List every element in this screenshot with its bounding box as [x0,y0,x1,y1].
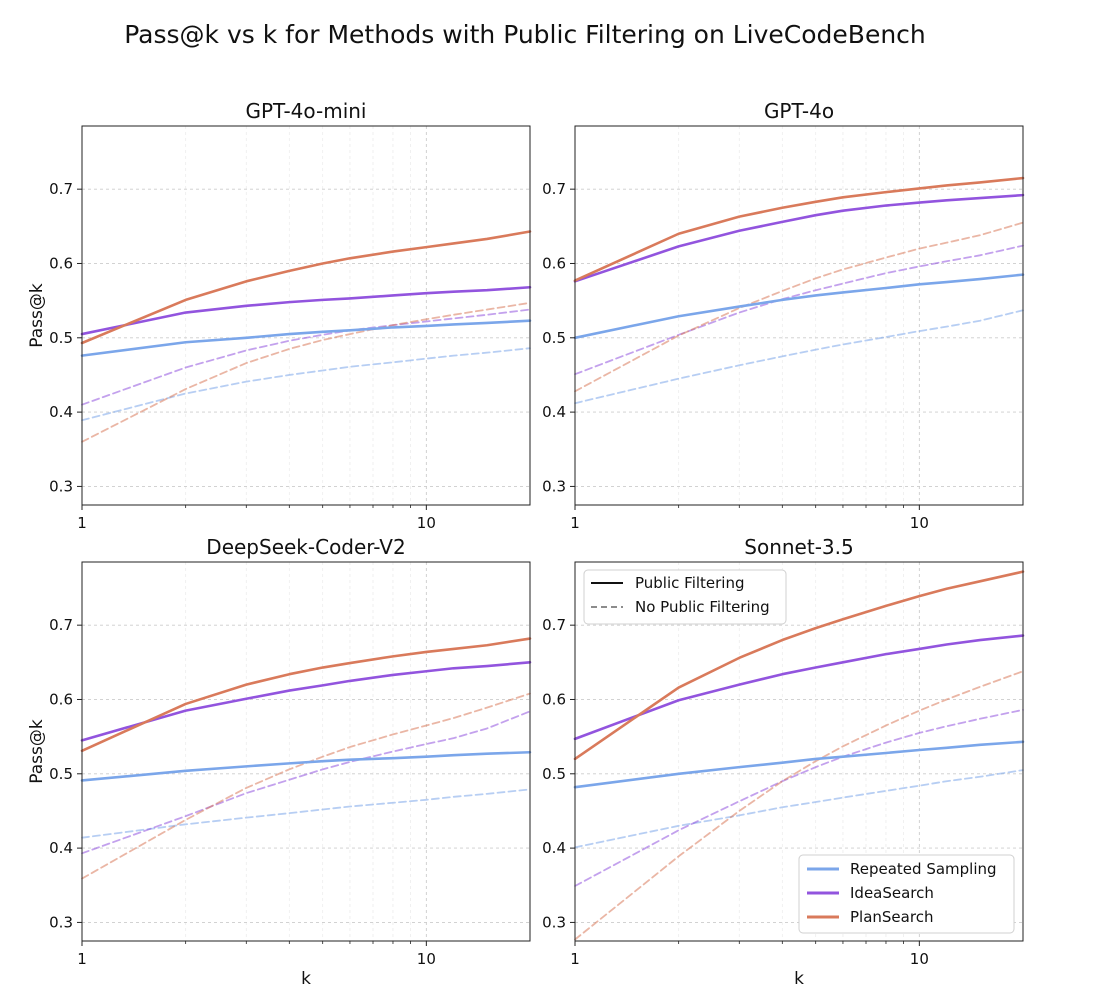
y-tick-label: 0.7 [49,180,73,198]
x-tick-label: 10 [910,950,929,968]
axes-frame [81,125,531,506]
x-tick-label: 1 [570,514,580,532]
series-line-ideasearch-dashed [81,710,531,855]
x-tick-label: 10 [417,514,436,532]
panel-title: DeepSeek-Coder-V2 [206,535,405,559]
x-tick-label: 10 [417,950,436,968]
y-tick-label: 0.4 [49,403,73,421]
y-tick-label: 0.6 [49,690,73,708]
series-line-plansearch-dashed [81,692,531,880]
y-tick-label: 0.7 [542,616,566,634]
x-tick-label: 1 [77,950,87,968]
x-axis-label: k [794,969,804,989]
y-tick-label: 0.4 [542,839,566,857]
series-line-ideasearch-solid [80,285,532,336]
series-line-repeated-sampling-solid [80,750,532,782]
series-line-repeated-sampling-dashed [81,347,531,422]
legend-solid-label: Public Filtering [635,574,745,592]
series-line-plansearch-solid [80,230,532,345]
legend-box [583,569,787,625]
series-line-plansearch-dashed [574,221,1024,393]
legend-label-repeated-sampling: Repeated Sampling [850,860,997,878]
series-line-plansearch-dashed [81,301,531,443]
panel-sonnet-3-5: 0.3 0.4 0.5 0.6 0.7 1 10 Sonnet-3.5 k Public Filt… [542,535,1025,989]
y-tick-label: 0.7 [542,180,566,198]
series-line-plansearch-solid [573,176,1025,282]
panel-deepseek-coder-v2: 0.3 0.4 0.5 0.6 0.7 1 10 DeepSeek-Coder-V2 Pass@… [27,535,532,989]
series-line-repeated-sampling-solid [80,319,532,357]
panel-title: GPT-4o [764,99,834,123]
panel-gpt-4o-mini: 0.3 0.4 0.5 0.6 0.7 1 10 GPT-4o-mini Pass@k [27,99,532,532]
axes-frame [574,561,1024,942]
x-tick-label: 10 [910,514,929,532]
y-tick-label: 0.3 [49,477,73,495]
axes-frame [81,561,531,942]
x-tick-label: 1 [77,514,87,532]
series-line-repeated-sampling-dashed [574,769,1024,849]
legend-dashed-label: No Public Filtering [635,598,770,616]
axes-frame [574,125,1024,506]
plot-area [575,126,1023,505]
panel-gpt-4o: 0.3 0.4 0.5 0.6 0.7 1 10 GPT-4o [542,99,1025,532]
y-tick-label: 0.5 [542,765,566,783]
legend-box [798,854,1015,934]
series-line-repeated-sampling-dashed [81,788,531,839]
x-axis-label: k [301,969,311,989]
y-tick-label: 0.6 [542,690,566,708]
y-tick-label: 0.6 [542,254,566,272]
panel-title: Sonnet-3.5 [744,535,853,559]
y-tick-label: 0.7 [49,616,73,634]
series-line-repeated-sampling-dashed [574,309,1024,405]
y-tick-label: 0.4 [542,403,566,421]
y-tick-label: 0.5 [542,329,566,347]
y-tick-label: 0.3 [542,477,566,495]
y-tick-label: 0.5 [49,329,73,347]
series-line-plansearch-solid [573,570,1025,761]
series-line-ideasearch-dashed [574,244,1024,376]
series-line-ideasearch-solid [573,193,1025,283]
y-axis-label: Pass@k [27,283,47,348]
series-line-repeated-sampling-solid [573,273,1025,340]
style-legend: Public Filtering No Public Filtering [583,569,787,625]
plot-area [82,562,530,941]
legend-label-ideasearch: IdeaSearch [850,884,934,902]
y-tick-label: 0.3 [542,913,566,931]
legend-label-plansearch: PlanSearch [850,908,933,926]
y-tick-label: 0.4 [49,839,73,857]
series-line-plansearch-solid [80,637,532,753]
figure-title: Pass@k vs k for Methods with Public Filt… [124,20,926,49]
panel-title: GPT-4o-mini [246,99,367,123]
y-axis-label: Pass@k [27,719,47,784]
series-line-ideasearch-solid [573,634,1025,741]
y-tick-label: 0.6 [49,254,73,272]
method-legend: Repeated Sampling IdeaSearch PlanSearch [798,854,1015,934]
series-line-repeated-sampling-solid [573,740,1025,789]
y-tick-label: 0.5 [49,765,73,783]
y-tick-label: 0.3 [49,913,73,931]
series-line-plansearch-dashed [574,670,1024,941]
series-line-ideasearch-solid [80,661,532,742]
x-tick-label: 1 [570,950,580,968]
